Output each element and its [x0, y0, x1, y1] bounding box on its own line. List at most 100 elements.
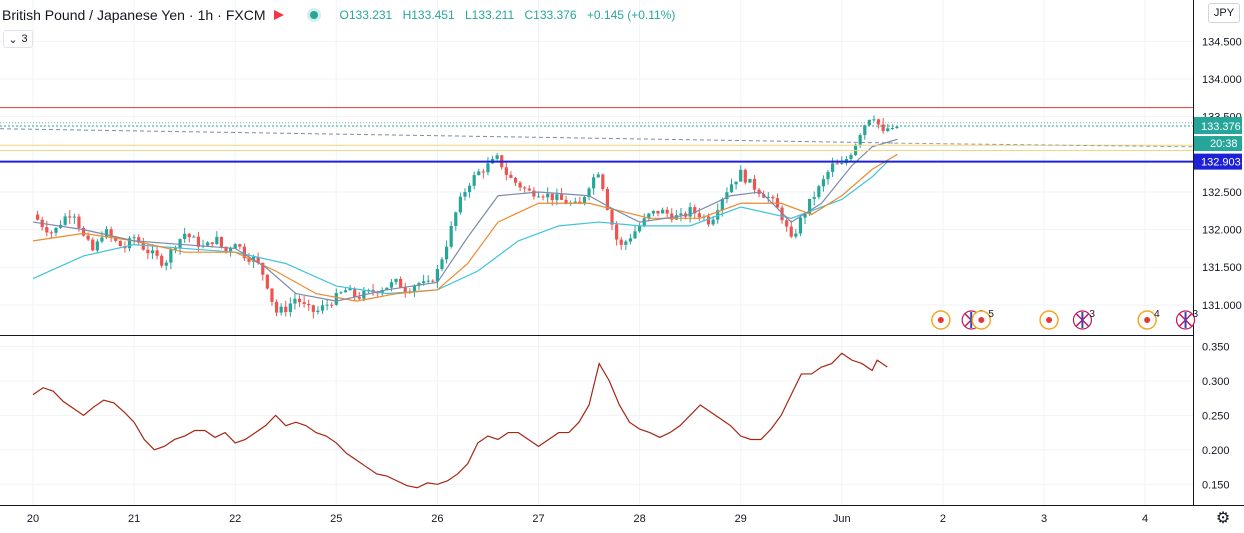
candle-body: [863, 125, 867, 136]
candle-body: [785, 220, 789, 227]
candle-body: [86, 235, 90, 240]
time-tick-label: 2: [940, 513, 946, 525]
flag-icon[interactable]: [273, 10, 284, 20]
support-price-label: 132.903: [1201, 157, 1241, 169]
candle-body: [330, 304, 334, 306]
exchange-label: FXCM: [225, 7, 266, 23]
candle-body: [394, 279, 398, 283]
oscillator-tick-label: 0.350: [1202, 341, 1230, 353]
candle-body: [164, 262, 168, 266]
candle-body: [716, 210, 720, 220]
candle-body: [541, 196, 545, 198]
candle-body: [615, 224, 619, 240]
candle-body: [215, 236, 219, 244]
candle-body: [697, 213, 701, 218]
candle-body: [532, 190, 536, 197]
candle-body: [265, 274, 269, 289]
candle-body: [582, 197, 587, 204]
candle-body: [628, 238, 633, 242]
candle-body: [725, 192, 729, 200]
gear-icon[interactable]: ⚙: [1215, 510, 1231, 527]
candle-body: [881, 124, 885, 132]
candle-body: [118, 240, 122, 247]
candle-body: [693, 207, 697, 214]
open-value: O133.231: [339, 8, 393, 22]
candle-body: [403, 287, 407, 292]
candle-body: [348, 288, 352, 291]
oscillator-tick-label: 0.200: [1202, 445, 1230, 457]
candle-body: [890, 128, 894, 130]
candle-body: [835, 163, 839, 165]
candle-body: [169, 249, 173, 263]
candle-body: [647, 213, 651, 219]
candle-body: [739, 169, 743, 182]
symbol-name[interactable]: British Pound / Japanese Yen: [2, 7, 185, 23]
candle-body: [109, 229, 113, 237]
candle-body: [63, 216, 67, 225]
candle-body: [555, 194, 559, 201]
candle-body: [601, 174, 605, 190]
candle-body: [274, 301, 279, 313]
candle-body: [49, 232, 53, 234]
candle-body: [440, 259, 444, 269]
candle-body: [596, 174, 600, 178]
legend-separator: ·: [217, 7, 222, 23]
time-tick-label: Jun: [833, 513, 851, 525]
candle-body: [412, 285, 417, 293]
candle-body: [224, 246, 228, 252]
candle-body: [72, 216, 76, 218]
candle-body: [518, 182, 522, 188]
high-value: H133.451: [402, 8, 455, 22]
support-price-tag: [1194, 153, 1242, 170]
candle-body: [173, 248, 178, 250]
indicators-toggle-button[interactable]: ⌄ 3: [3, 30, 33, 48]
candle-body: [780, 207, 784, 221]
candle-body: [467, 185, 472, 193]
chevron-down-icon: ⌄: [8, 33, 18, 46]
candle-body: [762, 194, 766, 198]
market-status-icon: [309, 11, 318, 19]
candle-body: [284, 306, 288, 313]
trend-line: [0, 128, 898, 144]
candle-body: [311, 305, 315, 312]
countdown-tag: [1194, 136, 1242, 152]
time-tick-label: 25: [330, 513, 342, 525]
candle-body: [380, 290, 384, 294]
candle-body: [77, 216, 81, 228]
candle-body: [812, 197, 816, 199]
close-value: C133.376: [524, 8, 577, 22]
event-icon: [978, 317, 985, 323]
time-tick-label: 27: [532, 513, 544, 525]
candle-body: [679, 213, 683, 216]
candle-body: [803, 213, 807, 218]
candle-body: [895, 126, 899, 129]
time-tick-label: 29: [735, 513, 747, 525]
event-count-label: 3: [1089, 309, 1095, 320]
time-tick-label: 4: [1142, 513, 1148, 525]
candle-body: [849, 155, 853, 160]
event-icon: [937, 317, 944, 323]
oscillator-line: [32, 352, 888, 489]
candle-body: [196, 236, 201, 247]
candle-body: [688, 207, 692, 217]
time-tick-label: 22: [229, 513, 241, 525]
currency-badge[interactable]: JPY: [1208, 3, 1240, 23]
candle-body: [339, 292, 343, 294]
oscillator-tick-label: 0.150: [1202, 479, 1230, 491]
time-tick-label: 26: [431, 513, 443, 525]
candle-body: [316, 310, 320, 312]
low-value: L133.211: [464, 8, 515, 22]
candle-body: [206, 242, 210, 246]
candle-body: [651, 210, 655, 214]
candle-body: [178, 239, 182, 249]
price-tick-label: 132.500: [1202, 187, 1242, 199]
candle-body: [155, 250, 159, 256]
interval-label[interactable]: 1h: [197, 7, 214, 23]
time-tick-label: 20: [27, 513, 39, 525]
ma-slow-line: [32, 161, 888, 295]
candle-body: [343, 290, 348, 293]
candle-body: [504, 167, 508, 175]
candle-body: [95, 241, 99, 251]
candle-body: [288, 303, 292, 313]
